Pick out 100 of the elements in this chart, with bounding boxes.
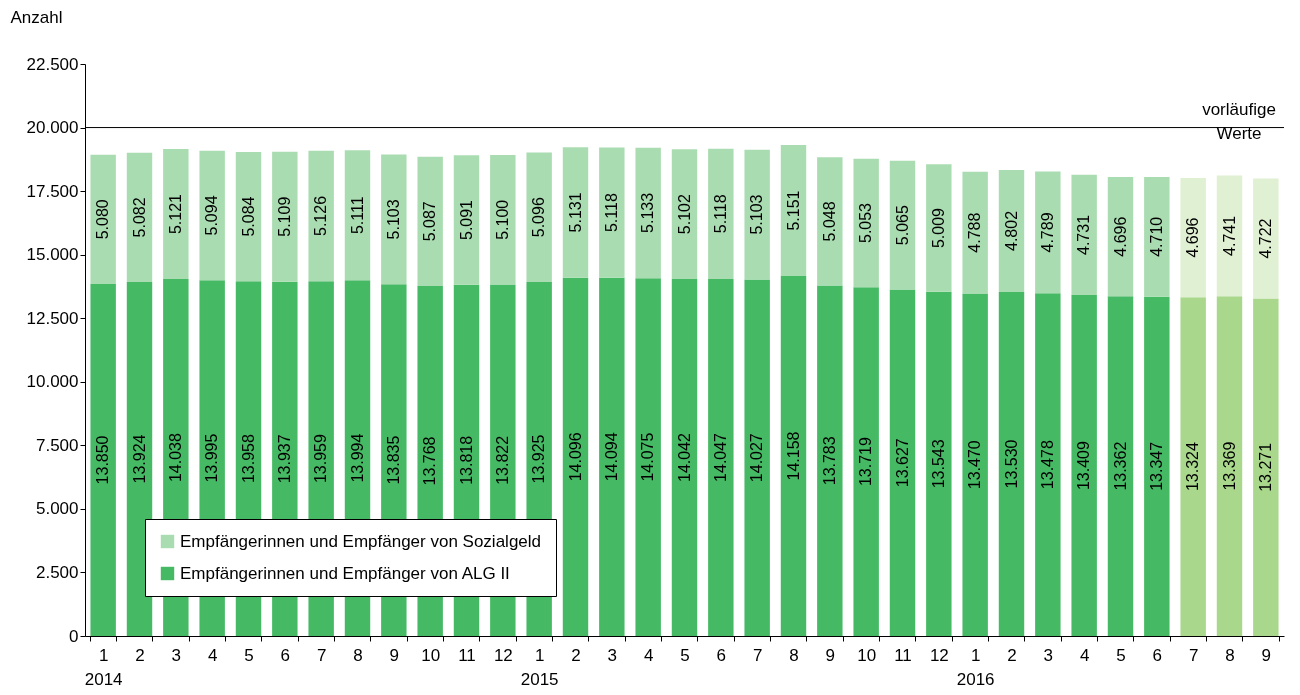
x-tick-label: 4	[207, 645, 218, 665]
x-tick-label: 1 2014	[84, 645, 123, 689]
x-tick-label: 3	[607, 645, 618, 665]
x-tick-label: 6	[716, 645, 727, 665]
data-label: 13.783	[820, 436, 838, 486]
data-label: 13.719	[857, 437, 875, 487]
data-label: 13.959	[312, 434, 330, 484]
data-label: 13.347	[1147, 441, 1165, 491]
data-label: 5.009	[929, 207, 947, 249]
data-label: 5.053	[857, 202, 875, 244]
x-tick-label: 10	[421, 645, 441, 665]
data-label: 13.478	[1038, 440, 1056, 490]
x-tick-label: 9	[389, 645, 400, 665]
data-label: 5.094	[203, 195, 221, 236]
data-label: 14.027	[748, 433, 766, 483]
data-label: 13.924	[130, 434, 148, 484]
data-label: 5.103	[748, 194, 766, 235]
annotation: vorläufige Werte	[1202, 100, 1276, 143]
data-label: 4.696	[1184, 217, 1202, 258]
x-tick-label: 5	[244, 645, 254, 665]
data-label: 4.731	[1075, 214, 1093, 255]
data-label: 13.925	[530, 434, 548, 484]
data-label: 4.788	[966, 212, 984, 253]
y-axis-title: Anzahl	[10, 7, 63, 27]
data-label: 4.696	[1111, 216, 1129, 257]
data-label: 13.822	[493, 435, 511, 485]
data-label: 13.818	[457, 435, 475, 485]
data-label: 4.710	[1147, 216, 1165, 257]
data-label: 5.151	[784, 190, 802, 231]
x-tick-label: 7	[316, 645, 327, 665]
data-label: 5.133	[639, 192, 657, 233]
data-label: 5.102	[675, 194, 693, 235]
y-tick-label: 10.000	[26, 372, 79, 392]
data-label: 5.084	[239, 196, 257, 237]
data-label: 13.835	[384, 435, 402, 485]
data-label: 5.118	[602, 193, 620, 233]
data-label: 13.470	[966, 440, 984, 490]
data-label: 5.080	[94, 199, 112, 240]
x-tick-label: 6	[280, 645, 291, 665]
data-label: 5.109	[275, 196, 293, 237]
x-tick-label: 8	[353, 645, 363, 665]
x-tick-label: 11	[458, 645, 476, 665]
data-label: 14.158	[784, 431, 802, 481]
y-tick-label: 17.500	[26, 181, 79, 201]
x-tick-label: 4	[1079, 645, 1090, 665]
data-label: 5.087	[421, 201, 439, 242]
x-tick-label: 1 2016	[956, 645, 995, 689]
data-label: 13.937	[275, 434, 293, 484]
x-tick-label: 1 2015	[520, 645, 559, 689]
data-label: 14.096	[566, 432, 584, 482]
data-label: 13.994	[348, 433, 366, 483]
x-tick-label: 8	[789, 645, 799, 665]
data-label: 14.094	[602, 432, 620, 482]
data-label: 14.042	[675, 432, 693, 482]
data-label: 13.995	[203, 433, 221, 483]
data-label: 14.038	[166, 432, 184, 483]
data-label: 5.091	[457, 199, 475, 241]
x-tick-label: 12	[929, 645, 949, 665]
y-tick-label: 0	[69, 626, 79, 646]
data-label: 4.722	[1256, 218, 1274, 259]
y-tick-label: 7.500	[35, 435, 79, 455]
data-label: 5.121	[166, 193, 184, 235]
data-label: 13.958	[239, 434, 257, 484]
y-tick-label: 20.000	[26, 118, 79, 138]
data-label: 5.065	[893, 205, 911, 246]
data-label: 4.789	[1038, 212, 1056, 253]
x-tick-label: 12	[493, 645, 513, 665]
x-tick-label: 11	[894, 645, 912, 665]
data-label: 14.075	[639, 432, 657, 482]
data-label: 5.082	[130, 197, 148, 238]
data-label: 5.118	[711, 194, 729, 234]
y-tick-label: 22.500	[26, 54, 79, 74]
x-tick-label: 2	[1007, 645, 1017, 665]
x-tick-label: 2	[571, 645, 581, 665]
data-label: 13.362	[1111, 441, 1129, 491]
y-tick-label: 12.500	[26, 308, 79, 328]
y-tick-label: 5.000	[35, 499, 79, 519]
data-label: 14.047	[711, 432, 729, 482]
x-tick-label: 3	[171, 645, 182, 665]
data-label: 5.048	[820, 201, 838, 242]
data-label: 13.627	[893, 438, 911, 488]
data-label: 5.126	[312, 195, 330, 236]
data-label: 4.802	[1002, 210, 1020, 252]
data-label: 13.543	[929, 439, 947, 489]
data-label: 13.768	[421, 436, 439, 486]
data-label: 13.850	[94, 435, 112, 485]
data-label: 13.409	[1075, 440, 1093, 491]
y-tick-label: 15.000	[26, 245, 79, 265]
x-tick-label: 9	[825, 645, 836, 665]
data-label: 13.324	[1184, 442, 1202, 492]
legend-label: Empfängerinnen und Empfänger von Sozialgeld	[180, 531, 542, 551]
x-tick-label: 7	[1188, 645, 1199, 665]
data-label: 4.741	[1220, 215, 1238, 256]
x-tick-label: 6	[1152, 645, 1163, 665]
data-label: 5.096	[530, 197, 548, 238]
x-tick-label: 7	[752, 645, 763, 665]
data-label: 5.100	[493, 199, 511, 240]
data-label: 13.530	[1002, 439, 1020, 489]
data-label: 13.369	[1220, 441, 1238, 491]
y-tick-label: 2.500	[35, 562, 79, 582]
